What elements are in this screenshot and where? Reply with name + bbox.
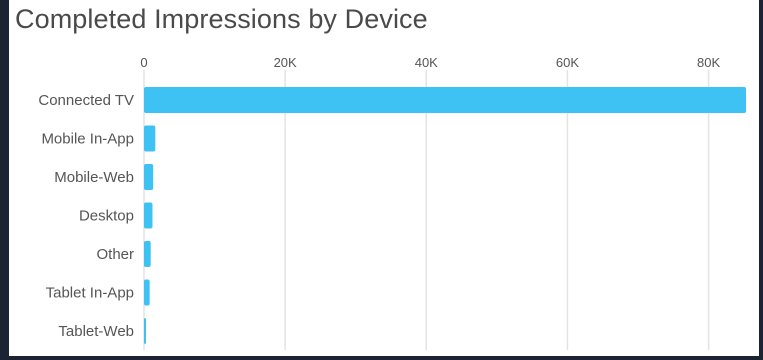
category-label: Mobile In-App [41,131,134,148]
x-tick-label: 0 [140,55,147,70]
bar-chart: 0 20K 40K 60K 80K Connected TV Mobile In-App M… [38,55,746,350]
x-tick-label: 80K [697,55,720,70]
category-labels: Connected TV Mobile In-App Mobile-Web Deskt… [38,92,134,340]
bar[interactable] [144,125,156,152]
chart-title: Completed Impressions by Device [15,4,428,34]
bar[interactable] [144,279,150,306]
bar[interactable] [144,164,154,190]
category-label: Connected TV [38,92,134,109]
x-tick-label: 40K [415,55,438,70]
chart-panel: Completed Impressions by Device 0 20K 40K 6… [9,0,759,356]
bar[interactable] [144,241,151,267]
category-label: Mobile-Web [54,169,134,186]
x-axis-ticks: 0 20K 40K 60K 80K [140,55,720,70]
bars [144,87,746,344]
category-label: Desktop [79,208,134,225]
x-tick-label: 60K [556,55,579,70]
category-label: Other [96,246,134,263]
category-label: Tablet In-App [46,285,134,302]
bar[interactable] [144,202,153,229]
bar[interactable] [144,87,746,113]
category-label: Tablet-Web [58,323,134,340]
x-tick-label: 20K [274,55,297,70]
bar[interactable] [144,318,146,344]
